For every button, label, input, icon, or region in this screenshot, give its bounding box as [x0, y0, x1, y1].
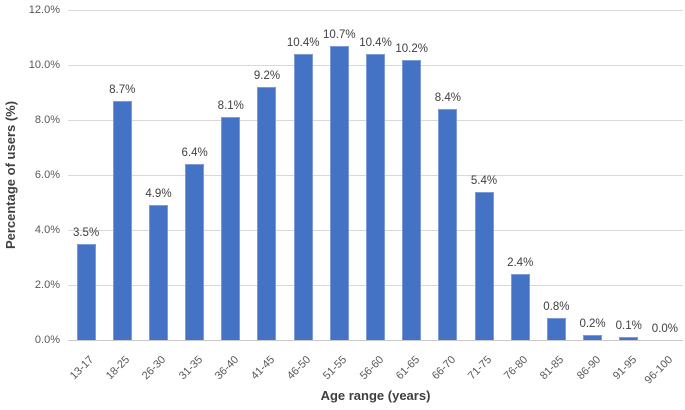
bar-data-label: 10.7%: [323, 28, 356, 41]
x-tick-label: 71-75: [465, 353, 495, 383]
bar-data-label: 0.8%: [543, 301, 570, 313]
bar-data-label: 6.4%: [181, 147, 208, 159]
y-tick-label: 8.0%: [34, 114, 60, 126]
bar: [293, 54, 313, 340]
x-tick-label: 66-70: [429, 353, 459, 383]
x-tick-label: 31-35: [176, 353, 205, 383]
y-tick-label: 4.0%: [34, 224, 60, 236]
bar: [583, 334, 603, 340]
bar: [112, 100, 132, 340]
x-tick-label: 36-40: [212, 353, 242, 383]
gridline: [68, 10, 683, 11]
x-tick-label: 26-30: [140, 353, 169, 383]
x-tick-label: 81-85: [538, 353, 567, 383]
bar: [619, 337, 639, 340]
x-axis-line: [68, 340, 683, 341]
x-axis-title: Age range (years): [320, 388, 431, 403]
bar: [329, 45, 349, 340]
x-tick-label: 91-95: [610, 353, 639, 383]
x-tick-label: 41-45: [248, 353, 278, 383]
y-tick-label: 2.0%: [34, 279, 60, 291]
x-tick-label: 56-60: [357, 353, 386, 383]
x-tick-label: 76-80: [502, 353, 531, 383]
bar: [221, 117, 241, 340]
bar-data-label: 0.0%: [651, 323, 679, 335]
bar-data-label: 0.2%: [579, 317, 606, 330]
x-tick-label: 18-25: [104, 353, 133, 383]
bar: [148, 205, 168, 340]
bar: [402, 59, 422, 340]
bar-data-label: 0.1%: [615, 320, 642, 333]
bar-data-label: 10.2%: [395, 42, 428, 55]
bar-data-label: 10.4%: [286, 37, 320, 49]
bar-data-label: 2.4%: [507, 257, 534, 269]
x-tick-label: 46-50: [284, 353, 314, 383]
bar-data-label: 4.9%: [145, 188, 172, 201]
x-tick-label: 13-17: [67, 353, 97, 383]
bar: [366, 54, 385, 340]
bar-data-label: 9.2%: [253, 70, 281, 82]
x-tick-label: 61-65: [393, 353, 422, 383]
bar: [185, 164, 205, 340]
bar-data-label: 8.7%: [109, 83, 136, 96]
bar-data-label: 3.5%: [72, 226, 100, 239]
y-tick-label: 10.0%: [28, 59, 60, 71]
bar-data-label: 8.4%: [434, 92, 461, 104]
bar-data-label: 5.4%: [470, 174, 498, 187]
bar-data-label: 10.4%: [359, 37, 392, 49]
bar: [257, 87, 277, 340]
y-tick-label: 12.0%: [28, 4, 60, 16]
bar: [474, 191, 494, 340]
bar: [438, 109, 458, 340]
x-tick-label: 96-100: [642, 353, 676, 387]
y-tick-label: 6.0%: [34, 169, 60, 181]
bar: [76, 243, 96, 340]
bar-data-label: 8.1%: [217, 100, 244, 113]
y-tick-label: 0.0%: [34, 334, 60, 346]
bar: [510, 274, 530, 340]
bar: [546, 318, 566, 340]
x-tick-label: 86-90: [574, 353, 603, 383]
x-tick-label: 51-55: [321, 353, 350, 383]
